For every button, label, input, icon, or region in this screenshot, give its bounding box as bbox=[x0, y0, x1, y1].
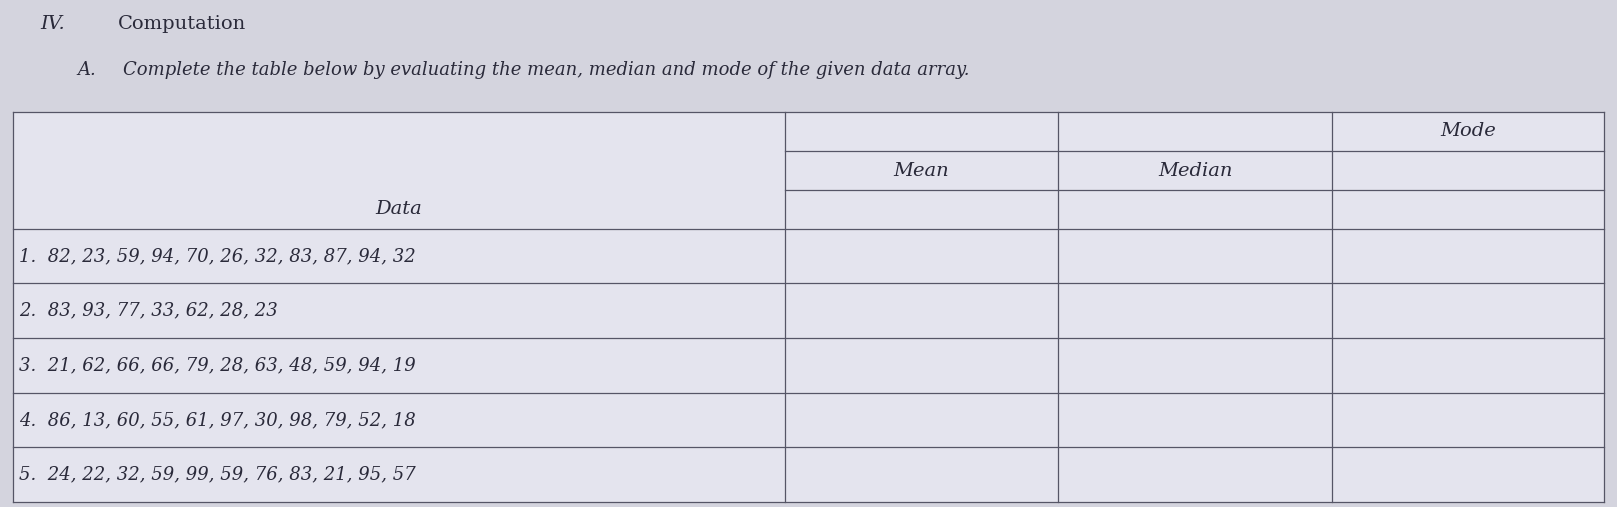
Text: Data: Data bbox=[375, 200, 422, 219]
Text: 2.  83, 93, 77, 33, 62, 28, 23: 2. 83, 93, 77, 33, 62, 28, 23 bbox=[19, 302, 278, 319]
Text: 4.  86, 13, 60, 55, 61, 97, 30, 98, 79, 52, 18: 4. 86, 13, 60, 55, 61, 97, 30, 98, 79, 5… bbox=[19, 411, 416, 429]
Text: IV.: IV. bbox=[40, 15, 65, 33]
Text: 3.  21, 62, 66, 66, 79, 28, 63, 48, 59, 94, 19: 3. 21, 62, 66, 66, 79, 28, 63, 48, 59, 9… bbox=[19, 356, 416, 374]
Text: Complete the table below by evaluating the mean, median and mode of the given da: Complete the table below by evaluating t… bbox=[123, 61, 970, 79]
Text: Mode: Mode bbox=[1441, 123, 1496, 140]
Text: Mean: Mean bbox=[894, 162, 949, 179]
Text: Computation: Computation bbox=[118, 15, 246, 33]
Text: A.: A. bbox=[78, 61, 97, 79]
Text: 5.  24, 22, 32, 59, 99, 59, 76, 83, 21, 95, 57: 5. 24, 22, 32, 59, 99, 59, 76, 83, 21, 9… bbox=[19, 465, 416, 484]
Text: Median: Median bbox=[1158, 162, 1232, 179]
Text: 1.  82, 23, 59, 94, 70, 26, 32, 83, 87, 94, 32: 1. 82, 23, 59, 94, 70, 26, 32, 83, 87, 9… bbox=[19, 247, 416, 265]
